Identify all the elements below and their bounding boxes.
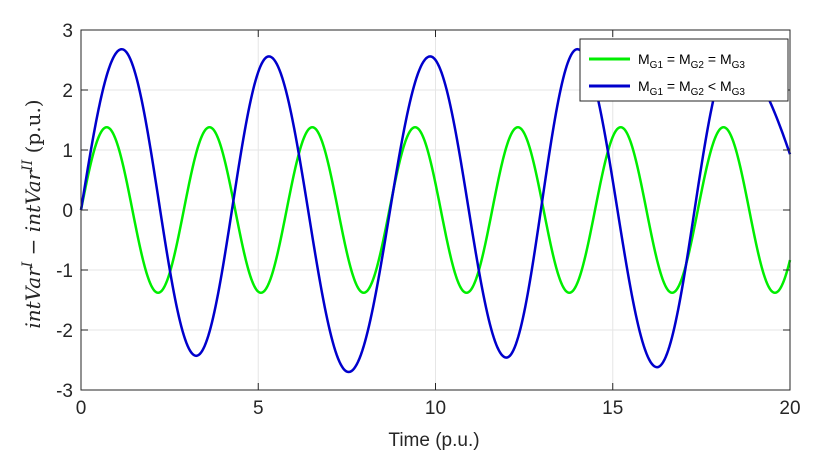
x-tick-label: 15	[602, 398, 623, 419]
legend-2-sub3: G3	[732, 87, 746, 98]
x-tick-label: 0	[76, 398, 87, 419]
legend-box	[579, 38, 789, 102]
y-label-sup-a: I	[20, 261, 36, 268]
legend-2-m1: M	[638, 78, 650, 94]
legend-1-sub2: G2	[691, 60, 705, 71]
axis-ticks: 0 5 10 15 20 -3 -2 -1 0 1 2 3	[56, 21, 800, 419]
legend-1-m1: M	[638, 51, 650, 67]
series-line-unequal-inertia	[79, 47, 792, 374]
y-tick-label: -3	[56, 381, 73, 402]
x-tick-label: 5	[253, 398, 264, 419]
y-tick-label: -2	[56, 321, 73, 342]
legend: MG1 = MG2 = MG3 MG1 = MG2 < MG3	[579, 38, 789, 102]
y-tick-label: 1	[62, 141, 73, 162]
legend-2-op1: =	[663, 78, 679, 94]
y-label-unit: (p.u.)	[21, 99, 45, 159]
y-label-var-a: intVar	[21, 266, 45, 329]
x-tick-label: 10	[425, 398, 446, 419]
legend-label-series-1: MG1 = MG2 = MG3	[638, 51, 745, 71]
legend-1-sub3: G3	[732, 60, 746, 71]
y-axis-label: intVarI − intVarII (p.u.)	[20, 99, 45, 328]
x-tick-label: 20	[779, 398, 800, 419]
y-tick-label: 2	[62, 81, 73, 102]
y-tick-label: 0	[62, 201, 73, 222]
legend-label-series-2: MG1 = MG2 < MG3	[638, 78, 745, 98]
x-axis-label: Time (p.u.)	[388, 430, 479, 451]
legend-1-sub1: G1	[650, 60, 664, 71]
y-label-sup-b: II	[20, 159, 36, 172]
series-line-equal-inertia	[79, 125, 792, 295]
legend-1-op1: =	[663, 51, 679, 67]
y-tick-label: -1	[56, 261, 73, 282]
y-label-var-b: intVar	[21, 169, 45, 232]
series-layer	[79, 47, 792, 374]
y-label-minus: −	[21, 232, 45, 261]
legend-1-m3: M	[720, 51, 732, 67]
legend-2-op2: <	[704, 78, 720, 94]
legend-2-sub1: G1	[650, 87, 664, 98]
legend-1-op2: =	[704, 51, 720, 67]
legend-1-m2: M	[679, 51, 691, 67]
legend-2-m3: M	[720, 78, 732, 94]
legend-2-sub2: G2	[691, 87, 705, 98]
y-tick-label: 3	[62, 21, 73, 42]
legend-2-m2: M	[679, 78, 691, 94]
